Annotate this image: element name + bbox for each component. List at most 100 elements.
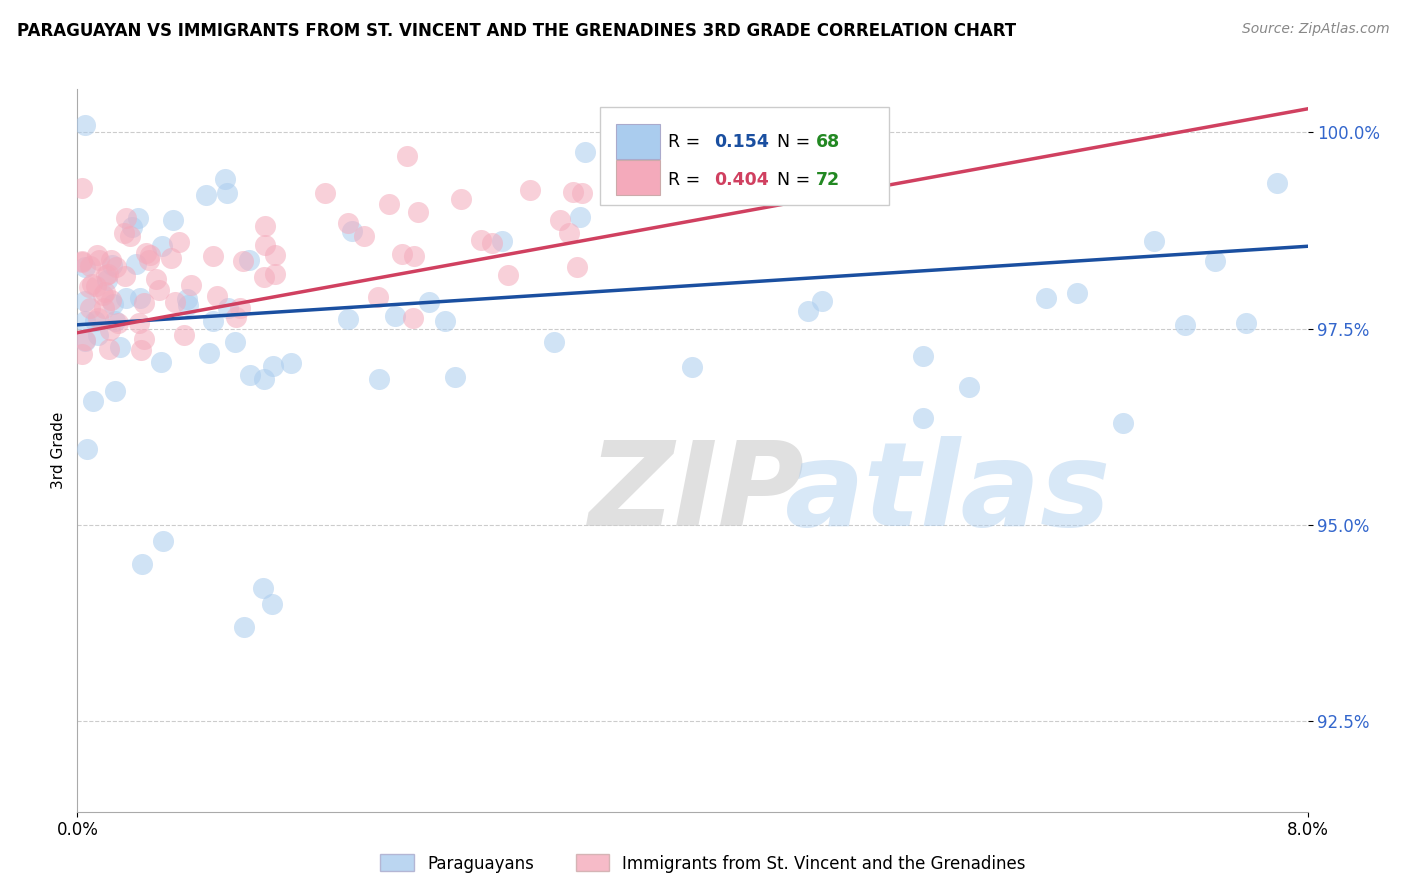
Point	[568, 211, 591, 225]
Point	[201, 249, 224, 263]
Point	[574, 145, 596, 159]
Point	[233, 620, 256, 634]
Point	[145, 272, 167, 286]
Point	[128, 316, 150, 330]
Point	[108, 340, 131, 354]
Point	[132, 332, 155, 346]
Point	[72, 180, 94, 194]
Point	[96, 268, 118, 282]
Text: Source: ZipAtlas.com: Source: ZipAtlas.com	[1241, 22, 1389, 37]
Point	[450, 192, 472, 206]
Point	[238, 253, 260, 268]
Point	[73, 334, 96, 348]
Point	[115, 291, 138, 305]
Point	[1265, 177, 1288, 191]
Point	[76, 442, 98, 457]
Point	[100, 293, 122, 307]
Point	[87, 252, 110, 267]
Point	[557, 227, 579, 241]
Point	[112, 226, 135, 240]
FancyBboxPatch shape	[600, 107, 890, 205]
Point	[152, 533, 174, 548]
Point	[470, 234, 492, 248]
Text: R =: R =	[668, 170, 706, 188]
Point	[336, 216, 359, 230]
Point	[254, 219, 277, 233]
FancyBboxPatch shape	[616, 124, 661, 160]
Point	[1234, 317, 1257, 331]
Point	[225, 310, 247, 324]
Text: 0.404: 0.404	[714, 170, 769, 188]
Point	[561, 186, 583, 200]
Point	[214, 171, 236, 186]
Text: PARAGUAYAN VS IMMIGRANTS FROM ST. VINCENT AND THE GRENADINES 3RD GRADE CORRELATI: PARAGUAYAN VS IMMIGRANTS FROM ST. VINCEN…	[17, 22, 1017, 40]
Point	[353, 228, 375, 243]
Point	[115, 211, 138, 226]
Point	[314, 186, 336, 200]
Point	[176, 292, 198, 306]
Point	[127, 211, 149, 226]
Point	[519, 182, 541, 196]
Point	[264, 247, 287, 261]
Point	[70, 254, 93, 268]
Point	[205, 289, 228, 303]
Point	[98, 323, 121, 337]
Point	[198, 346, 221, 360]
Point	[107, 316, 129, 330]
Point	[252, 581, 274, 595]
Point	[150, 239, 173, 253]
Point	[418, 295, 440, 310]
Text: N =: N =	[766, 133, 815, 151]
Point	[1174, 318, 1197, 333]
Point	[121, 220, 143, 235]
Point	[807, 162, 830, 177]
Text: R =: R =	[668, 133, 706, 151]
Point	[217, 301, 239, 316]
Point	[391, 247, 413, 261]
Point	[367, 290, 389, 304]
Point	[253, 237, 276, 252]
Point	[94, 285, 117, 299]
Point	[120, 229, 142, 244]
Point	[811, 293, 834, 308]
Point	[91, 288, 114, 302]
Point	[378, 197, 401, 211]
Point	[70, 254, 93, 268]
Point	[100, 259, 122, 273]
Point	[104, 260, 127, 274]
Point	[1143, 234, 1166, 248]
Point	[262, 597, 284, 611]
Point	[135, 245, 157, 260]
Point	[70, 346, 93, 360]
Point	[159, 251, 181, 265]
Point	[177, 298, 200, 312]
Point	[73, 314, 96, 328]
Point	[224, 335, 246, 350]
Point	[481, 236, 503, 251]
Point	[129, 343, 152, 357]
Point	[134, 295, 156, 310]
Point	[87, 327, 110, 342]
Point	[201, 314, 224, 328]
Point	[131, 558, 153, 572]
Point	[73, 293, 96, 308]
Point	[232, 254, 254, 268]
Point	[402, 311, 425, 326]
Point	[75, 334, 97, 348]
Point	[342, 224, 364, 238]
Point	[253, 372, 276, 386]
Point	[167, 235, 190, 250]
Point	[104, 384, 127, 398]
Point	[367, 372, 389, 386]
Point	[1066, 286, 1088, 301]
Point	[98, 342, 121, 356]
Point	[384, 309, 406, 323]
Point	[82, 277, 104, 291]
Point	[443, 370, 465, 384]
FancyBboxPatch shape	[616, 160, 661, 195]
Point	[86, 248, 108, 262]
Point	[280, 355, 302, 369]
Point	[163, 295, 186, 310]
Point	[337, 311, 360, 326]
Point	[138, 252, 160, 267]
